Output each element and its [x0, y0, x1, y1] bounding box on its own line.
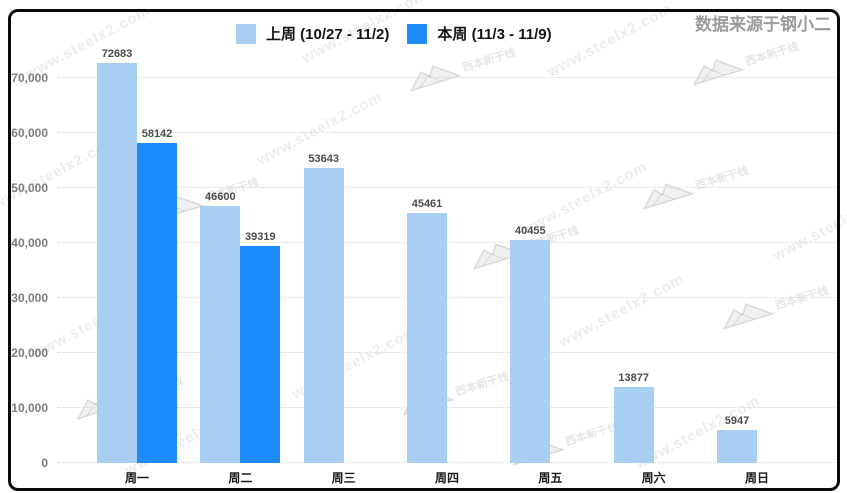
y-tick-label: 70,000 [11, 70, 48, 85]
x-tick-label: 周一 [124, 471, 149, 485]
bar-value-label: 13877 [618, 371, 649, 384]
bar-value-label: 58142 [141, 127, 173, 140]
bar-value-label: 5947 [724, 415, 750, 428]
y-tick-label: 10,000 [11, 400, 48, 415]
bar-value-label: 46600 [205, 191, 236, 204]
y-tick-label: 0 [41, 456, 48, 470]
y-tick-label: 60,000 [11, 125, 48, 140]
gridline [58, 462, 836, 463]
y-tick-label: 50,000 [11, 180, 48, 195]
bar-value-label: 72683 [101, 47, 133, 60]
bar-value-label: 40455 [515, 225, 546, 238]
legend-item-last-week[interactable]: 上周 (10/27 - 11/2) [236, 23, 389, 44]
bar-value-label: 39319 [245, 231, 276, 244]
bar-last-week [407, 212, 447, 463]
x-tick-label: 周日 [744, 471, 769, 485]
gridline [58, 296, 836, 298]
y-axis-labels: 0 10,000 20,000 30,000 40,000 50,000 60,000 70,… [0, 50, 50, 470]
legend-label: 本周 (11/3 - 11/9) [437, 26, 552, 43]
plot-area: 72683 58142 周一 46600 39319 周二 53643 周三 45461 周四 40… [58, 47, 836, 485]
gridline [58, 351, 836, 353]
data-source-label: 数据来源于钢小二 [695, 15, 831, 34]
bar-this-week [240, 246, 281, 463]
x-tick-label: 周三 [331, 471, 356, 485]
bar-this-week [137, 142, 177, 463]
bar-last-week [303, 167, 344, 463]
gridline [58, 406, 836, 408]
bar-last-week [510, 240, 551, 463]
y-tick-label: 30,000 [11, 290, 48, 305]
legend-label: 上周 (10/27 - 11/2) [266, 26, 390, 43]
x-tick-label: 周五 [538, 471, 563, 485]
y-tick-label: 40,000 [11, 235, 48, 250]
bar-value-label: 53643 [308, 152, 339, 165]
bar-last-week [97, 62, 137, 463]
gridline [58, 76, 836, 78]
gridline [58, 186, 836, 188]
bar-last-week [200, 206, 241, 463]
chart-legend: 上周 (10/27 - 11/2) 本周 (11/3 - 11/9) [236, 23, 552, 44]
gridline [58, 131, 836, 133]
x-tick-label: 周四 [434, 471, 459, 485]
bar-last-week [613, 386, 654, 463]
bar-last-week [717, 430, 757, 463]
y-tick-label: 20,000 [11, 345, 48, 360]
legend-swatch [407, 23, 428, 44]
x-tick-label: 周六 [641, 471, 666, 485]
bar-value-label: 45461 [411, 197, 443, 210]
legend-swatch [236, 23, 256, 44]
gridline [58, 241, 836, 243]
legend-item-this-week[interactable]: 本周 (11/3 - 11/9) [407, 23, 552, 44]
x-tick-label: 周二 [228, 471, 253, 485]
